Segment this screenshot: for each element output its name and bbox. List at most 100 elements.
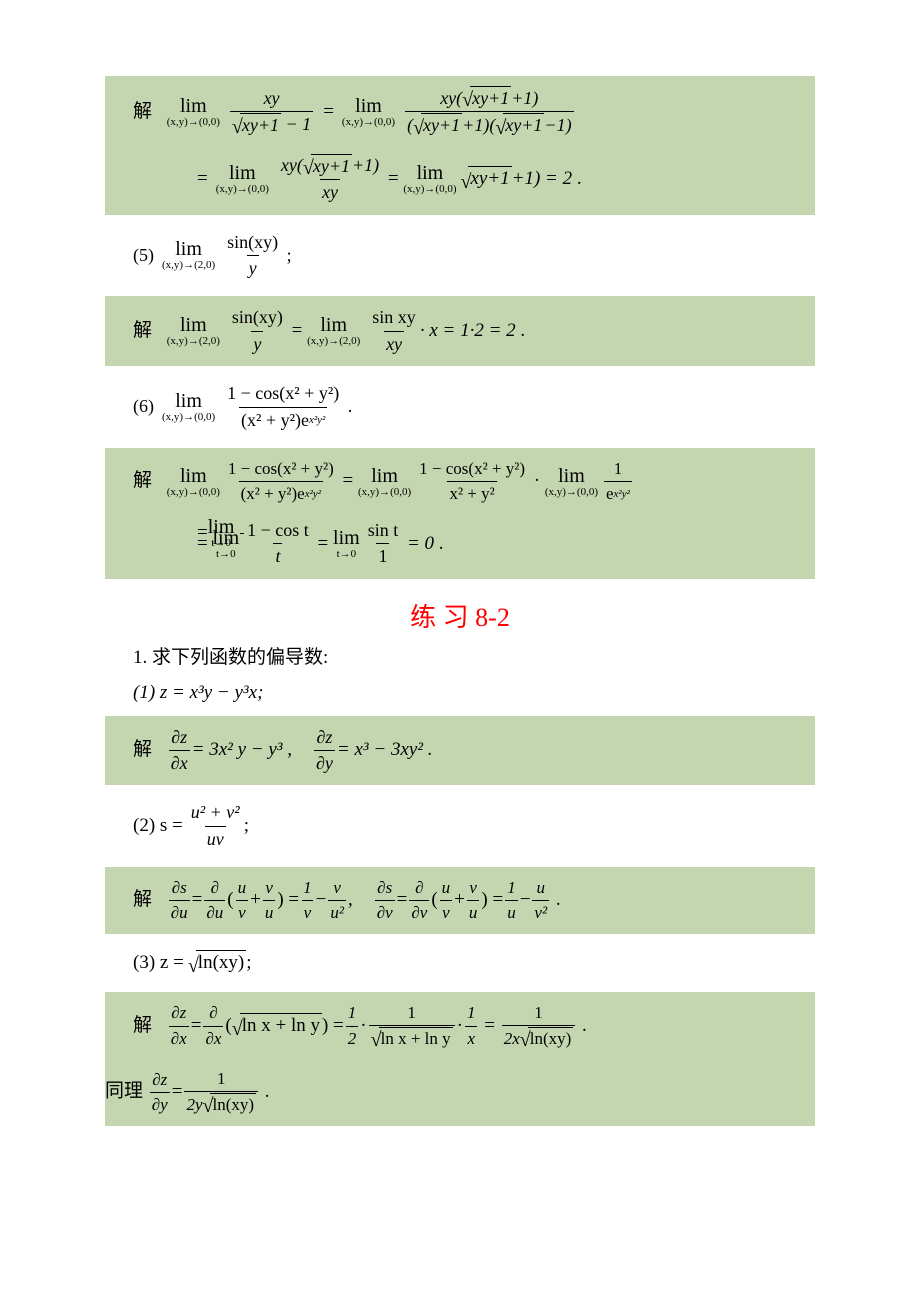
lim-sub: t→0 xyxy=(337,549,357,560)
solution-block-6: 解 lim(x,y)→(0,0) 1 − cos(x² + y²) (x² + … xyxy=(105,448,815,579)
den: ex²y² xyxy=(604,481,632,505)
radicand: xy+1 xyxy=(311,154,352,178)
t: v² xyxy=(532,900,549,924)
eq-p1: ∂z∂x = 3x² y − y³ , ∂z∂y = x³ − 3xy² . xyxy=(167,726,433,776)
t: (x² + y²)e xyxy=(241,409,309,432)
den: √xy+1 − 1 xyxy=(230,111,313,137)
eq-6-sol-line2b: = limt→0 1 − cos tt = limt→0 sin t1 = 0 … xyxy=(197,519,444,569)
num: 1 − cos t xyxy=(245,519,311,543)
t: 1 xyxy=(301,877,314,900)
t: x xyxy=(465,1026,477,1050)
t: v xyxy=(331,877,343,900)
label-solution: 解 xyxy=(133,1014,152,1039)
t: = 3x² y − y³ , xyxy=(192,738,292,763)
t: u xyxy=(440,877,453,900)
num: 1 − cos(x² + y²) xyxy=(226,458,336,481)
den: (x² + y²)ex²y² xyxy=(239,481,324,505)
num: sin(xy) xyxy=(225,231,280,255)
lim-sub: (x,y)→(0,0) xyxy=(342,117,395,128)
solution-block-p3: 解 ∂z∂x = ∂∂x ( √ln x + ln y ) = 12 · 1 √… xyxy=(105,992,815,1126)
radicand: xy+1 xyxy=(503,113,544,137)
t: +1) xyxy=(511,87,538,110)
t: u xyxy=(467,900,480,924)
lim: lim (x,y)→(0,0) xyxy=(216,163,269,195)
eq-p3-sol-line1: ∂z∂x = ∂∂x ( √ln x + ln y ) = 12 · 1 √ln… xyxy=(167,1002,587,1050)
radicand: xy+1 xyxy=(421,113,462,137)
frac: 1 − cos(x² + y²) (x² + y²)ex²y² xyxy=(225,382,341,432)
lim-sub: (x,y)→(0,0) xyxy=(167,487,220,498)
solution-block-p2: 解 ∂s∂u = ∂∂u ( uv + vu ) = 1v − vu² , ∂s… xyxy=(105,867,815,934)
lim-sub: (x,y)→(2,0) xyxy=(307,336,360,347)
exp: x²y² xyxy=(305,487,321,501)
eq-6-sol-line1: lim(x,y)→(0,0) 1 − cos(x² + y²) (x² + y²… xyxy=(167,458,634,505)
frac: sin(xy) y xyxy=(225,231,280,281)
lim-sub: (x,y)→(0,0) xyxy=(545,487,598,498)
den: ( √xy+1 +1)( √xy+1 −1) xyxy=(405,111,574,137)
tail: ; xyxy=(244,814,249,839)
t: 1 xyxy=(346,1002,359,1025)
problem-5: (5) lim (x,y)→(2,0) sin(xy) y ; xyxy=(105,221,815,291)
num: 1 xyxy=(215,1068,228,1091)
intro-text: 1. 求下列函数的偏导数: xyxy=(133,647,328,668)
eq-6: (6) lim(x,y)→(0,0) 1 − cos(x² + y²) (x² … xyxy=(133,382,352,432)
radicand: ln(xy) xyxy=(196,950,246,976)
problem-3: (3) z = √ln(xy) ; xyxy=(105,940,815,986)
section2-intro: 1. 求下列函数的偏导数: xyxy=(105,646,815,671)
label-solution: 解 xyxy=(133,319,152,344)
radicand: xy+1 xyxy=(470,86,511,110)
section-heading: 练 习 8-2 xyxy=(105,597,815,634)
t: 1 xyxy=(465,1002,478,1025)
t: +1)( xyxy=(462,114,495,137)
label-solution: 解 xyxy=(133,100,152,125)
item-label: (3) z = xyxy=(133,951,184,976)
den: (x² + y²)ex²y² xyxy=(239,407,327,432)
label-solution: 解 xyxy=(133,469,152,494)
t: v xyxy=(440,900,452,924)
den: uv xyxy=(205,826,226,851)
num: xy xyxy=(262,87,282,111)
den: x² + y² xyxy=(447,481,496,505)
num: sin(xy) xyxy=(230,306,285,330)
eq-p3-sol-line2: ∂z∂y = 1 2y √ln(xy) . xyxy=(148,1068,270,1116)
lim-sub: (x,y)→(0,0) xyxy=(162,412,215,423)
den: 1 xyxy=(376,543,389,568)
eq-b1-line1: lim (x,y)→(0,0) xy √xy+1 − 1 = lim (x,y)… xyxy=(167,86,576,138)
tail: · x = 1·2 = 2 xyxy=(420,319,516,344)
t: v xyxy=(302,900,314,924)
radicand: xy+1 xyxy=(468,166,511,192)
den: t xyxy=(273,543,282,568)
problem-6: (6) lim(x,y)→(0,0) 1 − cos(x² + y²) (x² … xyxy=(105,372,815,442)
num: 1 − cos(x² + y²) xyxy=(225,382,341,406)
t: −1) xyxy=(544,114,571,137)
t: +1) = 2 xyxy=(512,167,572,192)
lim-sub: (x,y)→(0,0) xyxy=(216,184,269,195)
den: y xyxy=(251,331,263,356)
radicand: ln x + ln y xyxy=(379,1027,453,1050)
den: xy xyxy=(384,331,404,356)
item-label: (6) xyxy=(133,395,154,418)
t: v xyxy=(236,900,248,924)
num: 1 xyxy=(612,458,625,481)
lim-sub: (x,y)→(0,0) xyxy=(167,117,220,128)
t: u xyxy=(263,900,276,924)
lim-sub: (x,y)→(0,0) xyxy=(403,184,456,195)
frac: xy √xy+1 − 1 xyxy=(230,87,313,138)
num: sin t xyxy=(366,519,401,543)
exp: x²y² xyxy=(614,487,630,501)
label-similarly: 同理 xyxy=(105,1081,143,1102)
eq-p2: (2) s = u² + v²uv ; xyxy=(133,801,249,851)
frac: xy( √xy+1 +1) ( √xy+1 +1)( √xy+1 −1) xyxy=(405,86,574,138)
problem-2: (2) s = u² + v²uv ; xyxy=(105,791,815,861)
num: xy( √xy+1 +1) xyxy=(279,154,381,179)
t: 2y xyxy=(186,1094,202,1116)
item-label: (2) s = xyxy=(133,814,183,839)
item-text: (1) z = x³y − y³x; xyxy=(133,681,263,706)
eq-5-sol: lim(x,y)→(2,0) sin(xy)y = lim(x,y)→(2,0)… xyxy=(167,306,525,356)
t: u xyxy=(534,877,547,900)
eq-p3: (3) z = √ln(xy) ; xyxy=(133,950,252,976)
radicand: ln(xy) xyxy=(528,1027,574,1050)
eq-p2-sol: ∂s∂u = ∂∂u ( uv + vu ) = 1v − vu² , ∂s∂v… xyxy=(167,877,561,924)
frac: xy( √xy+1 +1) xy xyxy=(279,154,381,205)
tail: ; xyxy=(246,951,251,976)
radicand: xy+1 xyxy=(240,113,281,137)
